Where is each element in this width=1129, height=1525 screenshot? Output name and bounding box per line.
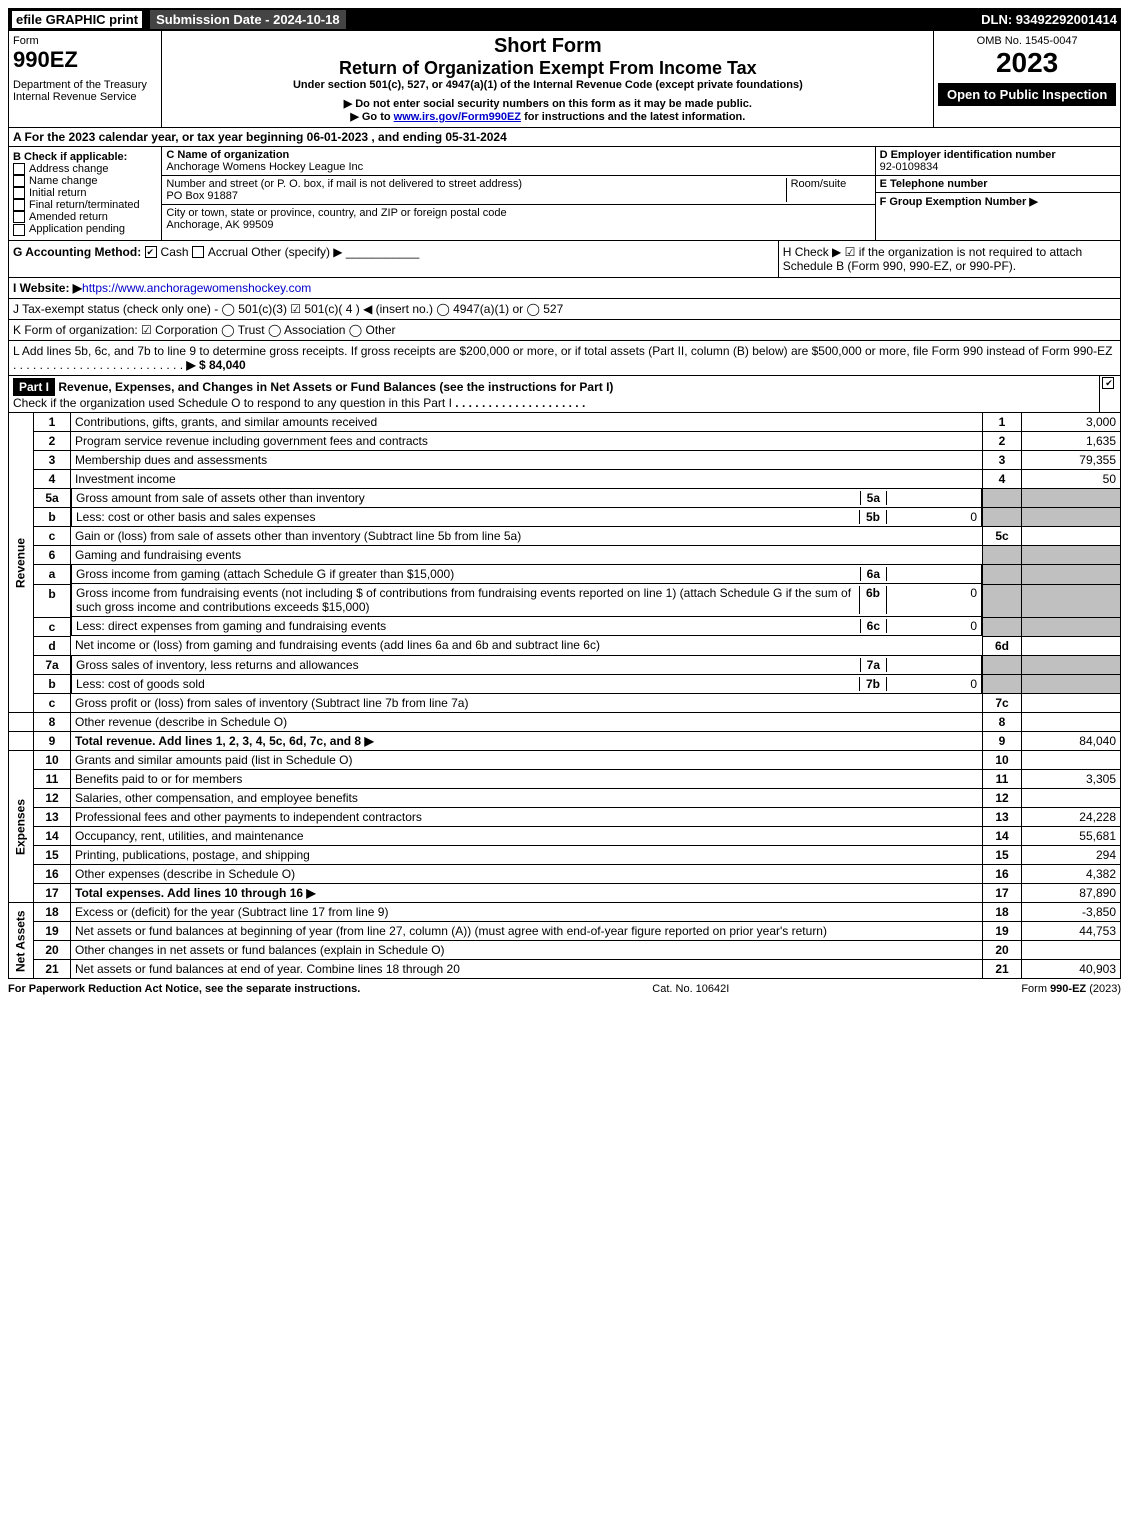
page-footer: For Paperwork Reduction Act Notice, see … — [8, 979, 1121, 999]
org-city: Anchorage, AK 99509 — [166, 219, 273, 231]
part1-title: Revenue, Expenses, and Changes in Net As… — [58, 380, 613, 394]
chk-pending[interactable] — [13, 224, 25, 236]
header-grid: B Check if applicable: Address change Na… — [8, 147, 1121, 241]
open-public: Open to Public Inspection — [938, 83, 1116, 106]
section-c: C Name of organization Anchorage Womens … — [162, 147, 874, 240]
dln: DLN: 93492292001414 — [981, 12, 1117, 27]
ein: 92-0109834 — [880, 161, 939, 173]
form-label: Form — [13, 35, 157, 47]
chk-accrual[interactable] — [192, 246, 204, 258]
efile-print-label[interactable]: efile GRAPHIC print — [12, 11, 142, 28]
irs-link[interactable]: www.irs.gov/Form990EZ — [394, 111, 521, 123]
footer-center: Cat. No. 10642I — [652, 983, 729, 995]
section-a: A For the 2023 calendar year, or tax yea… — [8, 128, 1121, 147]
goto-note: ▶ Go to www.irs.gov/Form990EZ for instru… — [166, 110, 929, 123]
top-bar: efile GRAPHIC print Submission Date - 20… — [8, 8, 1121, 31]
submission-date: Submission Date - 2024-10-18 — [150, 10, 346, 29]
chk-name-change[interactable] — [13, 175, 25, 187]
org-street: PO Box 91887 — [166, 190, 238, 202]
subtitle: Under section 501(c), 527, or 4947(a)(1)… — [166, 79, 929, 91]
org-name: Anchorage Womens Hockey League Inc — [166, 161, 363, 173]
chk-final-return[interactable] — [13, 199, 25, 211]
section-k: K Form of organization: ☑ Corporation ◯ … — [8, 320, 1121, 341]
room-suite: Room/suite — [786, 178, 871, 202]
netassets-side-label: Net Assets — [9, 903, 34, 979]
chk-initial-return[interactable] — [13, 187, 25, 199]
main-title: Return of Organization Exempt From Incom… — [166, 58, 929, 79]
chk-address-change[interactable] — [13, 163, 25, 175]
section-h: H Check ▶ ☑ if the organization is not r… — [778, 241, 1120, 277]
website-link[interactable]: https://www.anchoragewomenshockey.com — [82, 281, 311, 295]
part1-badge: Part I — [13, 378, 55, 396]
revenue-side-label: Revenue — [9, 413, 34, 713]
footer-left: For Paperwork Reduction Act Notice, see … — [8, 983, 360, 995]
chk-amended[interactable] — [13, 211, 25, 223]
chk-cash[interactable] — [145, 246, 157, 258]
section-i: I Website: ▶https://www.anchoragewomensh… — [8, 278, 1121, 299]
row-gh: G Accounting Method: Cash Accrual Other … — [8, 241, 1121, 278]
section-d: D Employer identification number 92-0109… — [875, 147, 1120, 240]
form-header: Form 990EZ Department of the Treasury In… — [8, 31, 1121, 128]
dept-treasury: Department of the Treasury — [13, 79, 157, 91]
expenses-side-label: Expenses — [9, 751, 34, 903]
tax-year: 2023 — [938, 47, 1116, 79]
chk-schedule-o[interactable] — [1102, 377, 1114, 389]
irs-label: Internal Revenue Service — [13, 91, 157, 103]
footer-right: Form 990-EZ (2023) — [1021, 983, 1121, 995]
ssn-note: ▶ Do not enter social security numbers o… — [166, 97, 929, 110]
part1-table: Revenue 1Contributions, gifts, grants, a… — [8, 413, 1121, 980]
part1-checknote: Check if the organization used Schedule … — [13, 396, 452, 410]
short-form-title: Short Form — [166, 35, 929, 58]
omb-number: OMB No. 1545-0047 — [938, 35, 1116, 47]
form-number: 990EZ — [13, 47, 157, 73]
part1-header-row: Part I Revenue, Expenses, and Changes in… — [8, 376, 1121, 413]
section-l: L Add lines 5b, 6c, and 7b to line 9 to … — [8, 341, 1121, 376]
section-j: J Tax-exempt status (check only one) - ◯… — [8, 299, 1121, 320]
section-b: B Check if applicable: Address change Na… — [9, 147, 162, 240]
